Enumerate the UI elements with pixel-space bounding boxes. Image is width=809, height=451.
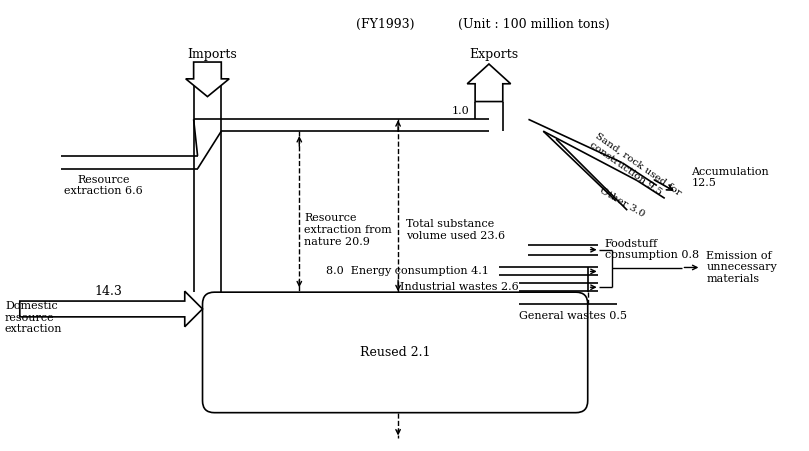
Text: Industrial wastes 2.6: Industrial wastes 2.6 [400, 282, 519, 292]
Text: Total substance
volume used 23.6: Total substance volume used 23.6 [406, 219, 505, 241]
Text: (Unit : 100 million tons): (Unit : 100 million tons) [458, 18, 609, 31]
Text: General wastes 0.5: General wastes 0.5 [519, 311, 627, 321]
Text: Resource
extraction from
nature 20.9: Resource extraction from nature 20.9 [304, 213, 392, 247]
Text: Exports: Exports [469, 48, 519, 60]
Text: Accumulation
12.5: Accumulation 12.5 [692, 167, 769, 189]
Text: Foodstuff
consumption 0.8: Foodstuff consumption 0.8 [604, 239, 699, 261]
Text: Other 3.0: Other 3.0 [598, 186, 646, 219]
Text: Resource
extraction 6.6: Resource extraction 6.6 [65, 175, 143, 196]
Text: Emission of
unnecessary
materials: Emission of unnecessary materials [706, 251, 777, 284]
Text: 8.0  Energy consumption 4.1: 8.0 Energy consumption 4.1 [326, 267, 489, 276]
Text: (FY1993): (FY1993) [356, 18, 414, 31]
Text: 14.3: 14.3 [95, 285, 123, 298]
Polygon shape [19, 291, 202, 327]
Text: Imports: Imports [188, 48, 237, 60]
Text: Sand, rock used for
construction 9.5: Sand, rock used for construction 9.5 [587, 131, 683, 206]
Text: Reused 2.1: Reused 2.1 [360, 346, 430, 359]
Text: 1.0: 1.0 [451, 106, 469, 116]
Polygon shape [186, 62, 229, 97]
FancyBboxPatch shape [202, 292, 587, 413]
Text: Domestic
resource
extraction: Domestic resource extraction [5, 301, 62, 334]
Polygon shape [468, 64, 510, 101]
